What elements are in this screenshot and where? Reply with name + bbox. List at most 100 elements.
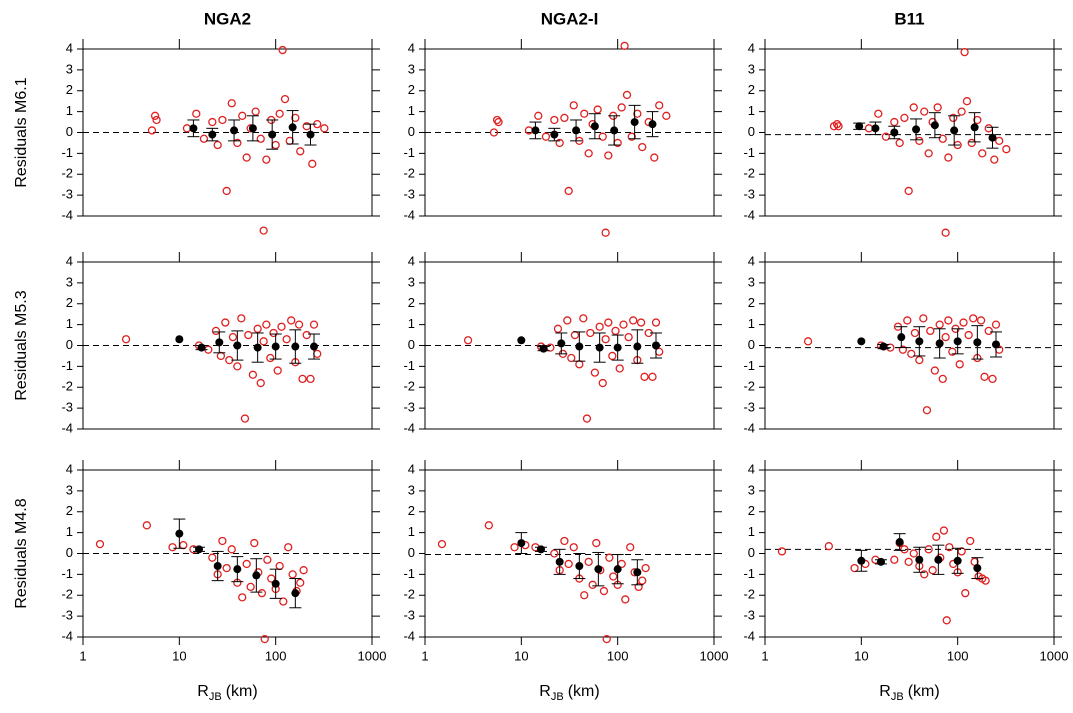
- residual-point: [221, 318, 230, 327]
- residual-point: [962, 97, 972, 106]
- residual-point: [955, 360, 964, 369]
- y-tick-label: -3: [61, 187, 73, 202]
- residual-point: [308, 159, 317, 168]
- residual-point: [244, 330, 253, 340]
- y-tick-label: 0: [408, 545, 415, 560]
- residual-point: [541, 132, 551, 141]
- y-tick-label: 3: [66, 274, 73, 289]
- y-tick-label: -1: [403, 566, 415, 581]
- x-tick-label: 10: [172, 648, 186, 663]
- residual-point: [984, 326, 993, 336]
- mean-point: [189, 124, 198, 133]
- mean-point: [252, 571, 261, 580]
- residual-point: [262, 320, 271, 329]
- mean-point: [557, 339, 566, 348]
- mean-point: [306, 130, 315, 139]
- y-tick-label: -2: [743, 379, 755, 394]
- residual-point: [834, 122, 843, 131]
- mean-point: [857, 556, 866, 565]
- residual-point: [933, 103, 942, 112]
- x-tick-label: 1: [79, 648, 86, 663]
- x-tick-label: 100: [947, 648, 969, 663]
- mean-point: [950, 126, 959, 135]
- residual-point: [909, 549, 918, 558]
- y-tick-label: 2: [748, 82, 755, 97]
- x-tick-label: 1000: [358, 648, 387, 663]
- mean-point: [310, 342, 319, 351]
- y-tick-label: -4: [61, 207, 73, 222]
- y-tick-label: -3: [743, 608, 755, 623]
- residual-point: [617, 103, 626, 112]
- residual-point: [222, 186, 231, 196]
- residual-point: [904, 186, 913, 196]
- y-tick-label: -1: [61, 358, 73, 373]
- y-axis-label: Residuals M4.8: [13, 498, 30, 608]
- residual-point: [267, 574, 276, 583]
- y-tick-label: -2: [61, 587, 73, 602]
- residual-point: [640, 372, 649, 381]
- residual-point: [273, 366, 282, 375]
- residual-point: [633, 109, 642, 118]
- residual-point: [973, 115, 982, 125]
- residual-point: [147, 126, 157, 135]
- residual-point: [890, 555, 899, 564]
- mean-point: [915, 337, 924, 346]
- x-tick-label: 100: [265, 648, 287, 663]
- residual-point: [492, 115, 502, 125]
- residual-point: [959, 318, 968, 327]
- residual-point: [257, 589, 267, 598]
- residual-point: [850, 563, 859, 573]
- residual-point: [966, 536, 975, 546]
- residual-point: [233, 362, 242, 371]
- residual-point: [250, 538, 259, 548]
- residual-point: [980, 372, 989, 381]
- residual-point: [984, 124, 993, 133]
- residual-point: [484, 521, 493, 530]
- residual-point: [595, 322, 604, 331]
- residual-point: [299, 566, 308, 575]
- x-tick-label: 10: [854, 648, 868, 663]
- mean-point: [915, 555, 924, 564]
- mean-point: [876, 557, 885, 566]
- residual-point: [550, 549, 559, 558]
- y-axis-label: Residuals M6.1: [13, 77, 30, 187]
- x-label-sub: JB: [209, 691, 222, 703]
- y-tick-label: 1: [66, 103, 73, 118]
- residual-point: [648, 372, 657, 381]
- residual-point: [938, 374, 947, 384]
- y-tick-label: -1: [403, 358, 415, 373]
- residual-point: [222, 563, 231, 573]
- residual-point: [981, 576, 990, 585]
- column-title: NGA2-I: [541, 9, 599, 28]
- residual-point: [608, 351, 617, 361]
- residual-point: [248, 370, 258, 379]
- mean-point: [973, 338, 982, 347]
- residual-point: [266, 353, 275, 363]
- residual-point: [624, 332, 633, 342]
- y-tick-label: -3: [61, 400, 73, 415]
- residual-point: [949, 113, 958, 123]
- y-tick-label: 1: [408, 524, 415, 539]
- y-tick-label: 4: [66, 461, 73, 476]
- y-tick-label: 1: [66, 316, 73, 331]
- y-tick-label: 3: [408, 482, 415, 497]
- residual-point: [634, 582, 643, 592]
- mean-point: [233, 565, 242, 574]
- y-tick-label: -1: [403, 145, 415, 160]
- mean-point: [973, 564, 982, 573]
- y-tick-label: 0: [66, 337, 73, 352]
- residual-point: [582, 414, 592, 423]
- y-tick-label: 4: [408, 40, 415, 55]
- residual-point: [284, 543, 293, 552]
- y-tick-label: -4: [61, 420, 73, 435]
- y-tick-label: 0: [748, 124, 755, 139]
- residual-point: [619, 320, 628, 329]
- residual-point: [920, 570, 929, 579]
- residual-point: [570, 330, 580, 340]
- y-tick-label: -2: [403, 379, 415, 394]
- residual-point: [930, 366, 940, 375]
- mean-point: [194, 545, 203, 554]
- residual-point: [967, 138, 976, 148]
- mean-point: [291, 342, 300, 351]
